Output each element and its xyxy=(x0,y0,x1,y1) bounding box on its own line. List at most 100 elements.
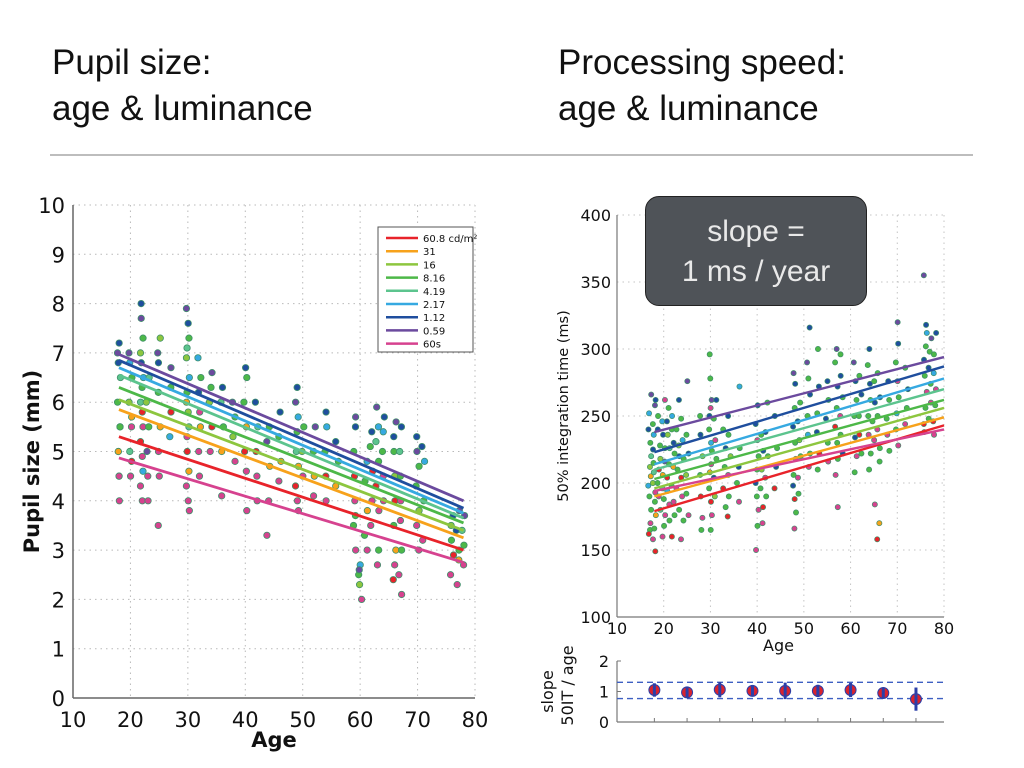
pupil-y-tick-label: 7 xyxy=(52,342,65,366)
pupil-data-point xyxy=(293,383,301,392)
integration-data-point xyxy=(708,498,714,505)
integration-data-point xyxy=(805,375,812,382)
integration-data-point xyxy=(707,405,714,411)
integration-data-point xyxy=(757,485,764,492)
pupil-data-point xyxy=(363,546,371,554)
pupil-data-point xyxy=(166,433,174,441)
integration-x-axis-label: Age xyxy=(763,636,794,655)
pupil-data-point xyxy=(243,507,251,515)
pupil-data-point xyxy=(413,521,421,530)
integration-data-point xyxy=(804,359,811,366)
integration-data-point xyxy=(920,272,927,279)
pupil-data-point xyxy=(367,521,375,530)
integration-data-point xyxy=(679,493,686,500)
integration-data-point xyxy=(707,526,714,533)
integration-x-tick-label: 60 xyxy=(840,619,860,638)
integration-data-point xyxy=(753,493,760,500)
pupil-data-point xyxy=(396,516,405,525)
title-divider xyxy=(50,154,973,156)
integration-data-point xyxy=(652,512,659,519)
integration-data-point xyxy=(713,396,720,403)
pupil-data-point xyxy=(418,442,426,451)
pupil-data-point xyxy=(182,482,191,490)
pupil-y-tick-label: 5 xyxy=(52,441,65,465)
integration-data-point xyxy=(815,346,821,352)
integration-data-point xyxy=(892,359,899,366)
pupil-x-axis-label: Age xyxy=(251,728,297,752)
pupil-fit-line xyxy=(118,366,465,515)
slope-data-marker-bar xyxy=(685,687,689,698)
integration-data-point xyxy=(647,439,654,446)
integration-data-point xyxy=(671,512,678,519)
integration-data-point xyxy=(871,378,878,385)
integration-data-point xyxy=(928,335,935,342)
pupil-data-point xyxy=(366,442,374,451)
pupil-data-point xyxy=(231,457,239,465)
pupil-data-point xyxy=(138,452,146,461)
integration-data-point xyxy=(725,493,732,500)
integration-data-point xyxy=(792,380,799,387)
pupil-data-point xyxy=(208,369,216,377)
pupil-data-point xyxy=(115,472,123,480)
integration-data-point xyxy=(858,450,865,457)
slope-data-marker-bar xyxy=(881,688,885,699)
integration-data-point xyxy=(651,525,658,532)
integration-data-point xyxy=(662,396,668,403)
slope-y-tick-label: 1 xyxy=(599,683,609,702)
integration-data-point xyxy=(853,396,860,403)
integration-data-point xyxy=(791,525,798,532)
integration-data-point xyxy=(683,472,690,478)
pupil-data-point xyxy=(372,438,380,446)
integration-fit-line xyxy=(654,428,945,493)
pupil-legend-label: 2.17 xyxy=(423,300,445,311)
pupil-data-point xyxy=(206,447,214,456)
slope-data-marker-bar xyxy=(750,685,754,696)
pupil-data-point xyxy=(185,467,193,475)
pupil-data-point xyxy=(398,590,406,599)
pupil-data-point xyxy=(156,334,164,342)
integration-data-point xyxy=(833,346,840,352)
integration-y-tick-label: 250 xyxy=(580,407,611,426)
integration-data-point xyxy=(922,343,929,350)
pupil-data-point xyxy=(392,418,400,426)
pupil-data-point xyxy=(322,408,330,416)
pupil-data-point xyxy=(143,447,151,456)
integration-data-point xyxy=(902,421,909,427)
pupil-data-point xyxy=(144,472,152,480)
integration-data-point xyxy=(722,504,729,511)
pupil-data-point xyxy=(294,413,302,421)
integration-data-point xyxy=(734,480,740,486)
pupil-data-point xyxy=(136,482,145,490)
integration-y-tick-label: 150 xyxy=(580,541,611,560)
integration-data-point xyxy=(683,490,690,497)
pupil-x-tick-label: 80 xyxy=(462,708,489,732)
integration-data-point xyxy=(921,372,928,379)
integration-data-point xyxy=(648,391,655,398)
pupil-data-point xyxy=(154,521,162,530)
integration-data-point xyxy=(660,496,667,503)
pupil-data-point xyxy=(460,541,468,549)
integration-data-point xyxy=(654,480,661,486)
pupil-data-point xyxy=(240,398,248,406)
integration-data-point xyxy=(814,466,821,473)
integration-data-point xyxy=(708,512,715,519)
pupil-data-point xyxy=(352,413,360,421)
integration-data-point xyxy=(923,321,930,328)
pupil-fit-line xyxy=(118,386,465,525)
integration-data-point xyxy=(771,485,778,492)
integration-data-point xyxy=(871,399,878,406)
integration-data-point xyxy=(662,512,669,519)
pupil-legend-label: 0.59 xyxy=(423,326,445,337)
integration-data-point xyxy=(647,520,654,527)
pupil-data-point xyxy=(311,423,319,431)
integration-y-tick-label: 300 xyxy=(580,340,611,359)
integration-data-point xyxy=(865,413,872,419)
slope-data-marker-bar xyxy=(914,694,918,705)
pupil-fit-line xyxy=(118,408,465,540)
integration-data-point xyxy=(736,498,742,505)
pupil-legend-label: 16 xyxy=(423,260,436,271)
integration-data-point xyxy=(926,348,933,355)
pupil-data-point xyxy=(397,546,406,554)
pupil-data-point xyxy=(332,438,340,446)
integration-data-point xyxy=(684,378,691,385)
